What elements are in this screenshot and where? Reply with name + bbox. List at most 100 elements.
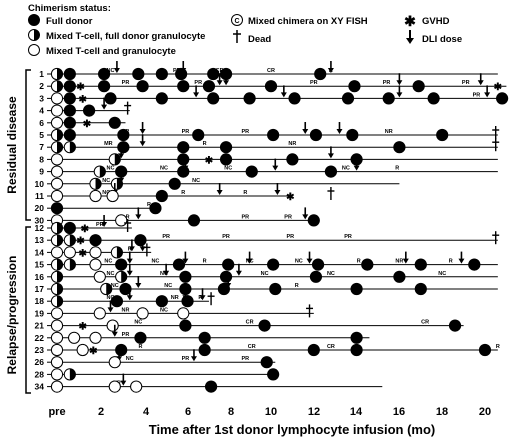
x-tick-label: 18 <box>436 406 448 418</box>
full-donor-marker <box>117 128 130 142</box>
dli-head <box>128 246 135 252</box>
mixed-both-marker <box>63 246 76 259</box>
patient-row: 13 PR PR PR PR ✱ <box>35 231 500 247</box>
mixed-tcell-half <box>57 80 63 92</box>
mixed-tcell-half <box>69 368 76 380</box>
dli-arrow <box>135 276 142 288</box>
full-donor-marker <box>267 258 280 271</box>
legend-label: Mixed chimera on XY FISH <box>248 16 368 27</box>
dli-arrow <box>458 251 465 264</box>
patient-id-label: 11 <box>35 191 44 201</box>
patient-id-label: 3 <box>39 93 44 103</box>
full-donor-marker <box>269 282 282 296</box>
patient-id-label: 9 <box>39 167 44 177</box>
mixed-tcell-half <box>57 259 63 271</box>
response-label: NC <box>107 68 115 74</box>
mixed-tcell-marker <box>108 153 121 166</box>
dli-arrow <box>216 73 223 86</box>
dli-head <box>396 80 403 86</box>
response-label: R <box>203 141 207 147</box>
response-label: PR <box>286 234 294 240</box>
full-donor-marker <box>50 202 64 215</box>
gvhd-star: ✱ <box>78 94 87 105</box>
mixed-both-marker <box>76 343 89 357</box>
full-donor-marker <box>436 128 449 142</box>
mixed-tcell-half <box>57 222 63 234</box>
patient-id-label: 15 <box>35 260 45 270</box>
response-label: NC <box>160 166 168 172</box>
legend-label: Full donor <box>46 16 93 27</box>
full-donor-marker <box>414 258 427 271</box>
dli-head <box>458 258 465 264</box>
dli-arrow <box>107 300 114 313</box>
mixed-tcell-half <box>69 259 76 271</box>
legend-label: Mixed T-cell, full donor granulocyte <box>46 31 205 42</box>
dli-arrow <box>274 183 281 195</box>
response-label: CR <box>246 320 254 326</box>
mixed-both-marker <box>50 331 64 344</box>
full-donor-marker <box>217 282 231 296</box>
group-label-residual: Residual disease <box>5 96 19 194</box>
x-tick-label: 10 <box>265 406 277 418</box>
dli-head <box>101 104 108 110</box>
mixed-tcell-marker <box>63 141 76 154</box>
patient-id-label: 21 <box>35 321 45 331</box>
mixed-both-marker <box>89 189 102 203</box>
legend: Chimerism status: Full donor Mixed T-cel… <box>28 3 462 57</box>
patient-row: 30 R PR PR <box>35 207 320 227</box>
dli-head <box>484 92 491 98</box>
mixed-tcell-half <box>57 271 63 283</box>
full-donor-marker <box>264 80 278 93</box>
mixed-tcell-marker <box>63 258 76 271</box>
mixed-tcell-half <box>57 68 63 80</box>
response-label: PR <box>122 80 130 86</box>
dli-arrow <box>396 85 403 98</box>
response-label: PR <box>162 234 170 240</box>
patient-id-label: 12 <box>35 223 45 233</box>
full-donor-marker <box>177 165 190 178</box>
full-donor-marker <box>198 331 211 344</box>
dli-arrow <box>111 324 118 337</box>
dli-arrow <box>163 263 170 276</box>
patient-row: 21 NC CR CR ✱ <box>35 319 464 333</box>
response-label: PR <box>344 234 352 240</box>
response-label: PR <box>473 92 481 98</box>
response-label: CR <box>267 68 275 74</box>
gvhd-star: ✱ <box>76 236 85 247</box>
patient-id-label: 16 <box>35 272 45 282</box>
dli-head <box>126 270 133 276</box>
patient-row: 17 NC NC R <box>35 276 498 296</box>
dead-dagger <box>143 243 151 257</box>
response-label: R <box>181 190 185 196</box>
response-label: NC <box>107 271 115 277</box>
full-donor-marker <box>382 92 395 105</box>
response-label: NR <box>288 141 296 147</box>
full-donor-marker <box>108 116 121 129</box>
mixed-tcell-marker <box>63 368 76 381</box>
response-label: R <box>449 259 453 265</box>
full-donor-marker <box>219 153 233 166</box>
response-label: NC <box>261 271 269 277</box>
full-donor-marker <box>83 104 96 117</box>
full-donor-marker <box>309 270 323 283</box>
dli-head <box>101 222 108 227</box>
gvhd-star: ✱ <box>76 82 85 93</box>
full-donor-marker <box>219 141 233 154</box>
mixed-both-marker <box>50 116 64 129</box>
mixed-tcell-half <box>57 283 63 295</box>
mixed-both-marker <box>50 356 64 369</box>
dli-head <box>113 68 120 73</box>
group-bracket <box>25 226 31 394</box>
dli-arrow <box>128 239 135 252</box>
full-donor-marker <box>136 80 149 93</box>
patient-row: 9 NC NC NC NC R <box>39 158 498 178</box>
response-label: PR <box>122 332 130 338</box>
dli-head <box>182 258 189 264</box>
dli-arrow <box>246 251 253 264</box>
dli-head <box>274 190 281 195</box>
patient-id-label: 10 <box>35 179 45 189</box>
mixed-tcell-marker <box>63 234 76 247</box>
response-label: CR <box>216 68 224 74</box>
response-label: R <box>126 214 130 220</box>
full-donor-marker <box>307 343 320 357</box>
